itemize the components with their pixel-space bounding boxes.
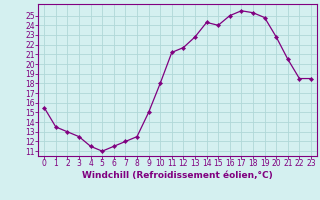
X-axis label: Windchill (Refroidissement éolien,°C): Windchill (Refroidissement éolien,°C) <box>82 171 273 180</box>
